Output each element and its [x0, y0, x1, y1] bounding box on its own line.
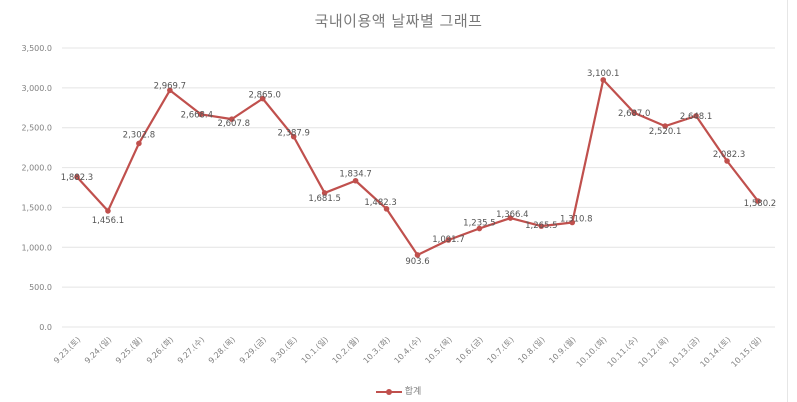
data-labels: 1,882.3 1,456.1 2,302.8 2,969.7 2,668.4 2,607… [61, 69, 776, 267]
data-label: 2,687.0 [618, 109, 650, 119]
x-tick-label: 10.3.(화) [362, 335, 392, 365]
data-point-marker [74, 174, 80, 180]
x-tick-label: 10.15.(일) [729, 335, 763, 369]
y-axis: 0.0 500.0 1,000.0 1,500.0 2,000.0 2,500.0 3,00… [21, 44, 52, 332]
data-label: 2,865.0 [249, 91, 281, 101]
data-label: 3,100.1 [587, 69, 619, 79]
x-tick-label: 9.26.(화) [145, 335, 175, 365]
legend: 합계 [0, 384, 797, 397]
x-tick-label: 10.7.(토) [485, 335, 515, 365]
data-point-marker [445, 237, 452, 243]
data-point-marker [600, 77, 607, 83]
data-label: 2,969.7 [154, 81, 186, 91]
x-tick-label: 10.4.(수) [393, 335, 423, 365]
data-point-marker [414, 252, 421, 258]
x-tick-label: 9.25.(월) [113, 334, 144, 365]
data-point-marker [352, 177, 359, 184]
data-point-marker [755, 198, 761, 204]
data-label: 2,082.3 [713, 150, 745, 160]
data-label: 1,366.4 [496, 210, 528, 220]
series-line [74, 77, 761, 258]
y-tick-label: 2,000.0 [21, 164, 52, 173]
data-point-marker [507, 215, 514, 221]
x-tick-label: 9.28.(목) [207, 335, 237, 365]
legend-label: 합계 [404, 387, 422, 397]
y-tick-label: 1,000.0 [21, 243, 52, 252]
x-tick-label: 10.10.(화) [575, 335, 609, 369]
data-label: 1,235.5 [463, 219, 495, 229]
x-tick-label: 10.1.(일) [300, 335, 330, 365]
x-tick-label: 10.13.(금) [668, 335, 702, 369]
x-tick-label: 10.11.(수) [606, 335, 640, 369]
data-point-marker [136, 140, 142, 147]
y-tick-label: 2,500.0 [21, 124, 52, 133]
data-label: 1,482.3 [364, 198, 396, 208]
x-tick-label: 10.2.(월) [330, 334, 361, 365]
data-point-marker [167, 87, 173, 94]
y-tick-label: 0.0 [39, 323, 52, 332]
y-tick-label: 500.0 [29, 283, 52, 292]
x-tick-label: 10.5.(목) [423, 335, 453, 365]
data-point-marker [476, 225, 483, 232]
x-tick-label: 10.8.(일) [516, 335, 546, 365]
data-label: 903.6 [405, 257, 429, 267]
data-point-marker [321, 190, 328, 196]
data-label: 2,520.1 [649, 127, 681, 137]
data-label: 2,302.8 [123, 130, 155, 140]
data-label: 1,310.8 [560, 215, 592, 225]
x-tick-label: 10.12.(목) [637, 335, 671, 369]
data-label: 1,882.3 [61, 173, 93, 183]
data-point-marker [693, 113, 699, 119]
x-tick-label: 9.27.(수) [176, 335, 206, 365]
legend-line-marker-icon [375, 388, 402, 396]
data-point-marker [290, 133, 297, 140]
x-tick-label: 10.14.(토) [698, 335, 732, 369]
data-point-marker [538, 223, 545, 229]
gridlines [62, 47, 775, 328]
chart-title: 국내이용액 날짜별 그래프 [314, 12, 483, 30]
data-point-marker [383, 206, 390, 212]
x-axis: 9.23.(토) 9.24.(일) 9.25.(월) 9.26.(화) 9.27.(수)… [52, 334, 763, 369]
data-label: 1,834.7 [339, 170, 371, 180]
data-point-marker [631, 110, 637, 116]
x-tick-label: 9.24.(일) [83, 335, 113, 365]
data-point-marker [569, 219, 576, 226]
data-point-marker [198, 111, 204, 118]
data-label: 2,668.4 [181, 110, 213, 120]
data-label: 2,648.1 [680, 112, 712, 122]
y-tick-label: 1,500.0 [21, 203, 52, 212]
y-tick-label: 3,500.0 [21, 44, 52, 53]
x-tick-label: 9.30.(토) [269, 335, 299, 365]
data-label: 1,091.7 [432, 235, 464, 245]
data-label: 1,265.5 [525, 221, 557, 231]
data-label: 1,456.1 [92, 216, 124, 226]
data-point-marker [228, 116, 235, 122]
data-label: 1,580.2 [744, 199, 776, 209]
data-label: 1,681.5 [308, 194, 340, 204]
y-tick-label: 3,000.0 [21, 84, 52, 93]
data-point-marker [724, 158, 730, 164]
data-label: 2,387.9 [277, 129, 309, 139]
x-tick-label: 9.23.(토) [52, 335, 82, 365]
data-point-marker [105, 208, 111, 214]
data-label: 2,607.8 [218, 119, 250, 129]
x-tick-label: 9.29.(금) [238, 335, 268, 365]
x-tick-label: 10.9.(월) [547, 334, 578, 365]
data-point-marker [259, 95, 266, 102]
data-point-marker [662, 123, 668, 129]
x-tick-label: 10.6.(금) [454, 335, 484, 365]
